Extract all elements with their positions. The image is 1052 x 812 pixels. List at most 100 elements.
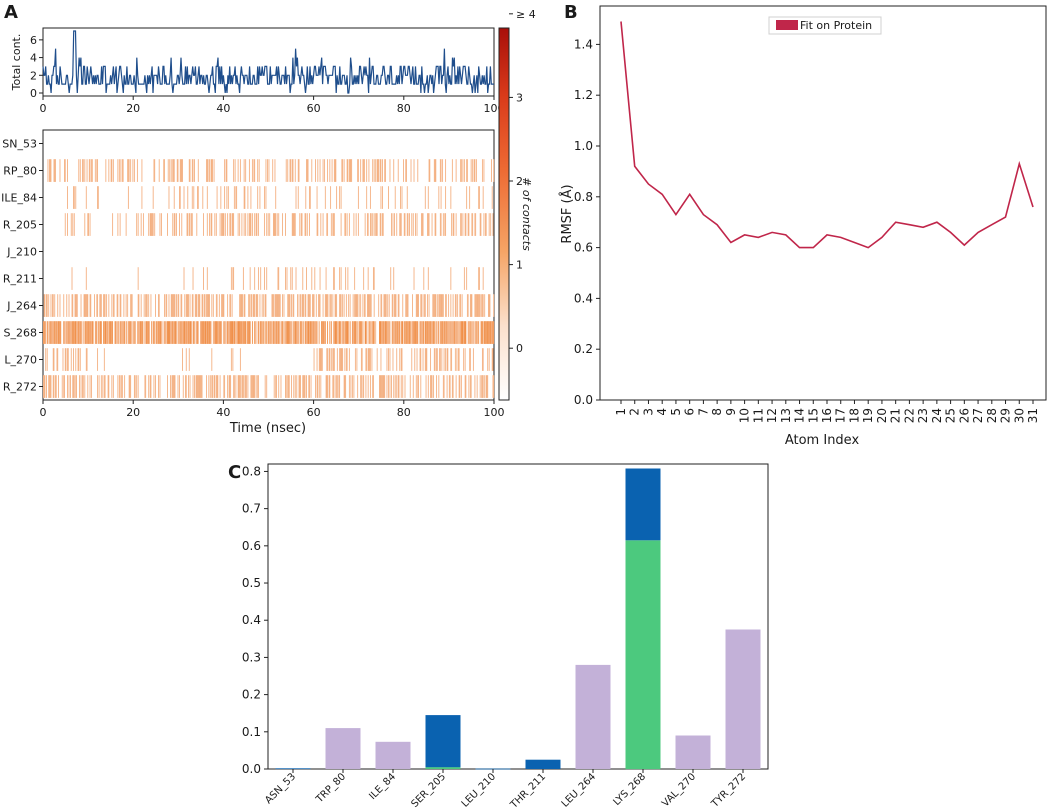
- contact-mark: [354, 321, 356, 344]
- x-tick-label: 18: [847, 408, 861, 423]
- contact-mark: [192, 267, 194, 290]
- contact-mark: [493, 159, 495, 182]
- contact-mark: [278, 375, 280, 398]
- contact-mark: [368, 348, 370, 371]
- contact-mark: [366, 159, 368, 182]
- contact-mark: [460, 321, 462, 344]
- x-tick-label: 15: [806, 408, 820, 423]
- contact-mark: [397, 294, 399, 317]
- contact-mark: [180, 294, 182, 317]
- contact-mark: [152, 213, 154, 236]
- contact-mark: [80, 375, 82, 398]
- contact-mark: [227, 321, 229, 344]
- contact-mark: [266, 267, 268, 290]
- contact-mark: [369, 321, 371, 344]
- contact-mark: [202, 321, 204, 344]
- contact-mark: [208, 321, 210, 344]
- contact-mark: [379, 159, 381, 182]
- contact-mark: [436, 348, 438, 371]
- contact-mark: [182, 321, 183, 344]
- contact-mark: [411, 213, 413, 236]
- contact-mark: [121, 375, 123, 398]
- contact-mark: [82, 159, 83, 182]
- contact-mark: [298, 159, 300, 182]
- contact-mark: [382, 321, 383, 344]
- contact-mark: [119, 375, 121, 398]
- contact-mark: [492, 213, 494, 236]
- contact-mark: [394, 321, 395, 344]
- contact-mark: [343, 375, 345, 398]
- contact-mark: [345, 321, 347, 344]
- contact-mark: [420, 294, 422, 317]
- contact-mark: [229, 294, 231, 317]
- contact-mark: [276, 321, 278, 344]
- contact-mark: [425, 348, 427, 371]
- contact-mark: [189, 294, 191, 317]
- contact-mark: [233, 186, 235, 209]
- contact-mark: [413, 267, 415, 290]
- contact-mark: [400, 375, 402, 398]
- contact-mark: [46, 321, 48, 344]
- contact-mark: [476, 321, 478, 344]
- contact-mark: [442, 213, 444, 236]
- contact-mark: [145, 375, 147, 398]
- x-tick-label: LYS_268: [611, 771, 648, 808]
- contact-mark: [226, 186, 228, 209]
- x-tick-label: 60: [307, 102, 321, 115]
- contact-mark: [92, 321, 94, 344]
- contact-mark: [345, 213, 347, 236]
- contact-mark: [79, 321, 81, 344]
- contact-mark: [233, 375, 235, 398]
- contact-mark: [100, 294, 102, 317]
- contact-mark: [452, 294, 454, 317]
- contact-mark: [130, 159, 132, 182]
- contact-mark: [90, 321, 92, 344]
- contact-mark: [342, 321, 344, 344]
- contact-mark: [225, 159, 227, 182]
- contact-mark: [324, 294, 326, 317]
- contact-mark: [276, 213, 278, 236]
- contact-mark: [81, 321, 83, 344]
- contact-mark: [151, 321, 153, 344]
- contact-mark: [196, 375, 198, 398]
- contact-mark: [76, 294, 77, 317]
- residue-row-label: RP_80: [3, 165, 37, 178]
- contact-mark: [345, 321, 347, 344]
- contact-mark: [105, 159, 107, 182]
- contact-mark: [375, 213, 377, 236]
- contact-mark: [239, 159, 241, 182]
- contact-mark: [412, 321, 414, 344]
- contact-mark: [85, 267, 87, 290]
- contact-mark: [361, 348, 363, 371]
- contact-mark: [319, 159, 321, 182]
- contact-mark: [387, 321, 389, 344]
- contact-mark: [104, 321, 106, 344]
- x-tick-label: 20: [126, 102, 140, 115]
- contact-mark: [173, 294, 174, 317]
- contact-mark: [70, 321, 72, 344]
- contact-mark: [245, 213, 247, 236]
- contact-mark: [43, 321, 44, 344]
- contact-mark: [376, 213, 378, 236]
- contact-mark: [194, 294, 196, 317]
- contact-mark: [169, 321, 171, 344]
- contact-mark: [369, 186, 371, 209]
- contact-mark: [160, 321, 162, 344]
- contact-mark: [299, 375, 301, 398]
- contact-mark: [269, 321, 271, 344]
- contact-mark: [196, 321, 198, 344]
- contact-mark: [239, 213, 241, 236]
- contact-mark: [436, 321, 438, 344]
- contact-mark: [245, 375, 247, 398]
- contact-mark: [439, 294, 441, 317]
- contact-mark: [428, 294, 430, 317]
- contact-mark: [164, 159, 165, 182]
- contact-mark: [162, 321, 164, 344]
- contact-mark: [243, 294, 245, 317]
- y-tick-label: 0.2: [574, 342, 593, 356]
- contact-mark: [55, 375, 57, 398]
- contact-mark: [266, 375, 268, 398]
- contact-mark: [487, 321, 489, 344]
- contact-mark: [484, 321, 486, 344]
- contact-mark: [275, 186, 277, 209]
